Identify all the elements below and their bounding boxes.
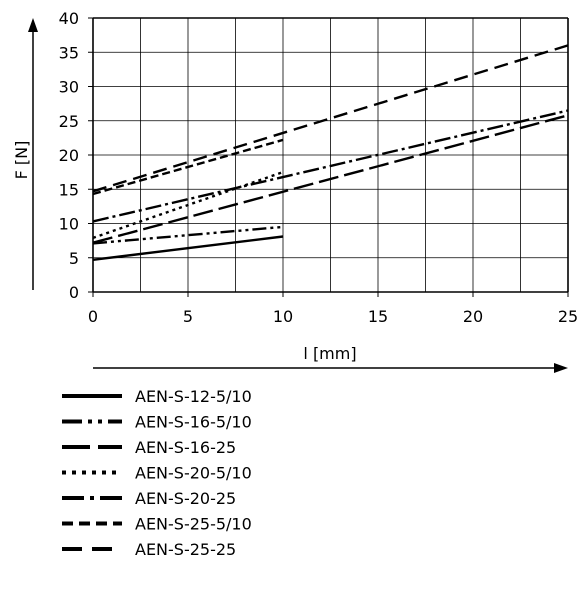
x-axis-label: l [mm] xyxy=(303,344,356,363)
legend-label: AEN-S-16-25 xyxy=(135,438,236,457)
series-lines xyxy=(92,44,569,261)
y-tick-label: 10 xyxy=(59,215,79,234)
x-tick-label: 5 xyxy=(183,307,193,326)
y-tick-label: 5 xyxy=(69,249,79,268)
x-tick-label: 10 xyxy=(273,307,293,326)
legend-label: AEN-S-20-25 xyxy=(135,489,236,508)
x-tick-label: 15 xyxy=(368,307,388,326)
legend-label: AEN-S-16-5/10 xyxy=(135,413,252,432)
x-tick-label: 0 xyxy=(88,307,98,326)
y-axis-arrow-head xyxy=(28,18,38,32)
axes xyxy=(28,18,568,373)
series-line xyxy=(92,235,284,261)
y-tick-label: 35 xyxy=(59,43,79,62)
y-tick-label: 0 xyxy=(69,283,79,302)
x-tick-label: 20 xyxy=(463,307,483,326)
legend-label: AEN-S-20-5/10 xyxy=(135,464,252,483)
y-axis-label: F [N] xyxy=(12,141,31,180)
series-line xyxy=(92,170,284,240)
y-tick-label: 30 xyxy=(59,78,79,97)
y-tick-label: 20 xyxy=(59,146,79,165)
y-tick-label: 15 xyxy=(59,180,79,199)
legend: AEN-S-12-5/10 AEN-S-16-5/10 AEN-S-16-25 AEN… xyxy=(62,387,252,559)
x-axis-arrow-head xyxy=(554,363,568,373)
tick-labels: 0 5 10 15 20 25 0 5 10 15 20 25 30 35 40 xyxy=(59,9,579,326)
legend-label: AEN-S-25-5/10 xyxy=(135,515,252,534)
series-line xyxy=(92,138,284,196)
x-tick-label: 25 xyxy=(558,307,578,326)
legend-label: AEN-S-12-5/10 xyxy=(135,387,252,406)
y-tick-label: 25 xyxy=(59,112,79,131)
series-line xyxy=(92,109,569,223)
grid xyxy=(92,17,569,293)
legend-label: AEN-S-25-25 xyxy=(135,540,236,559)
y-tick-label: 40 xyxy=(59,9,79,28)
series-line xyxy=(92,114,569,244)
